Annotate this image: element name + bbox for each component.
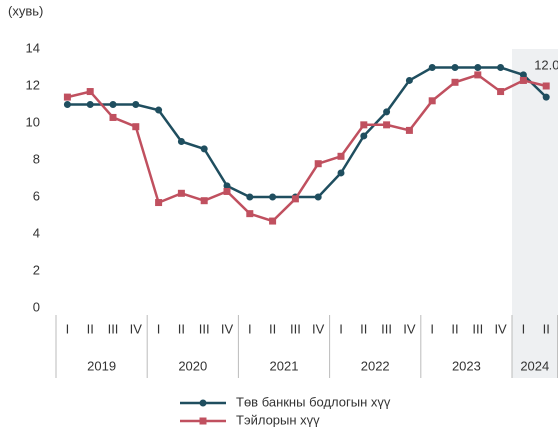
- series-line: [67, 73, 547, 223]
- marker: [269, 193, 277, 201]
- x-tick-label: III: [472, 321, 483, 336]
- marker: [177, 138, 185, 145]
- year-label: 2022: [361, 358, 390, 373]
- marker: [63, 93, 71, 101]
- x-tick-label: I: [430, 321, 434, 336]
- marker: [155, 106, 163, 114]
- marker: [497, 88, 505, 96]
- x-tick-label: IV: [221, 321, 234, 336]
- marker: [291, 195, 299, 203]
- x-tick-label: I: [522, 321, 526, 336]
- legend-marker: [199, 417, 207, 425]
- marker: [337, 169, 345, 177]
- marker: [519, 71, 527, 79]
- marker: [474, 64, 482, 71]
- marker: [360, 132, 368, 140]
- x-tick-label: III: [290, 321, 301, 336]
- y-tick-label: 12: [26, 77, 40, 92]
- y-tick-label: 2: [33, 262, 40, 277]
- x-tick-label: I: [248, 321, 252, 336]
- year-label: 2019: [87, 358, 116, 373]
- marker: [383, 121, 391, 129]
- marker: [200, 197, 208, 205]
- marker: [223, 182, 231, 190]
- x-tick-label: III: [199, 321, 210, 336]
- marker: [405, 126, 413, 134]
- forecast-shade: [512, 49, 558, 378]
- x-tick-label: II: [269, 321, 276, 336]
- x-tick-label: I: [66, 321, 70, 336]
- y-axis-label: (хувь): [8, 3, 43, 18]
- marker: [200, 145, 208, 153]
- marker: [497, 64, 505, 71]
- marker: [519, 76, 527, 84]
- marker: [269, 217, 277, 225]
- y-tick-label: 10: [26, 114, 40, 129]
- x-tick-label: IV: [494, 321, 507, 336]
- legend-marker: [199, 399, 207, 407]
- marker: [86, 88, 94, 96]
- marker: [428, 64, 436, 71]
- year-label: 2021: [270, 358, 299, 373]
- marker: [132, 101, 140, 108]
- marker: [109, 101, 117, 108]
- series-line: [67, 66, 548, 199]
- marker: [177, 189, 185, 197]
- y-tick-label: 0: [33, 299, 40, 314]
- x-tick-label: IV: [312, 321, 325, 336]
- year-label: 2024: [520, 358, 549, 373]
- marker: [542, 93, 550, 101]
- value-label: 12.0: [534, 57, 558, 72]
- marker: [383, 108, 391, 116]
- marker: [428, 97, 436, 105]
- marker: [86, 101, 94, 108]
- marker: [451, 78, 459, 86]
- x-tick-label: IV: [403, 321, 416, 336]
- marker: [155, 199, 163, 207]
- marker: [314, 160, 322, 168]
- marker: [360, 121, 368, 129]
- marker: [109, 113, 117, 121]
- marker: [314, 193, 322, 201]
- marker: [337, 152, 345, 160]
- year-label: 2020: [178, 358, 207, 373]
- marker: [132, 123, 140, 131]
- x-tick-label: I: [339, 321, 343, 336]
- x-tick-label: II: [178, 321, 185, 336]
- legend-label: Тэйлорын хүү: [236, 412, 320, 427]
- marker: [542, 82, 550, 90]
- x-tick-label: II: [451, 321, 458, 336]
- y-tick-label: 14: [26, 40, 40, 55]
- marker: [63, 101, 71, 108]
- y-tick-label: 6: [33, 188, 40, 203]
- x-tick-label: II: [87, 321, 94, 336]
- marker: [474, 71, 482, 79]
- x-tick-label: II: [543, 321, 550, 336]
- x-tick-label: IV: [130, 321, 143, 336]
- x-tick-label: II: [360, 321, 367, 336]
- marker: [246, 193, 254, 201]
- x-tick-label: III: [108, 321, 119, 336]
- year-label: 2023: [452, 358, 481, 373]
- x-tick-label: III: [381, 321, 392, 336]
- marker: [405, 76, 413, 84]
- y-tick-label: 4: [33, 225, 40, 240]
- marker: [246, 210, 254, 218]
- marker: [223, 187, 231, 195]
- legend-label: Төв банкны бодлогын хүү: [236, 394, 391, 409]
- marker: [451, 64, 459, 71]
- y-tick-label: 8: [33, 151, 40, 166]
- x-tick-label: I: [157, 321, 161, 336]
